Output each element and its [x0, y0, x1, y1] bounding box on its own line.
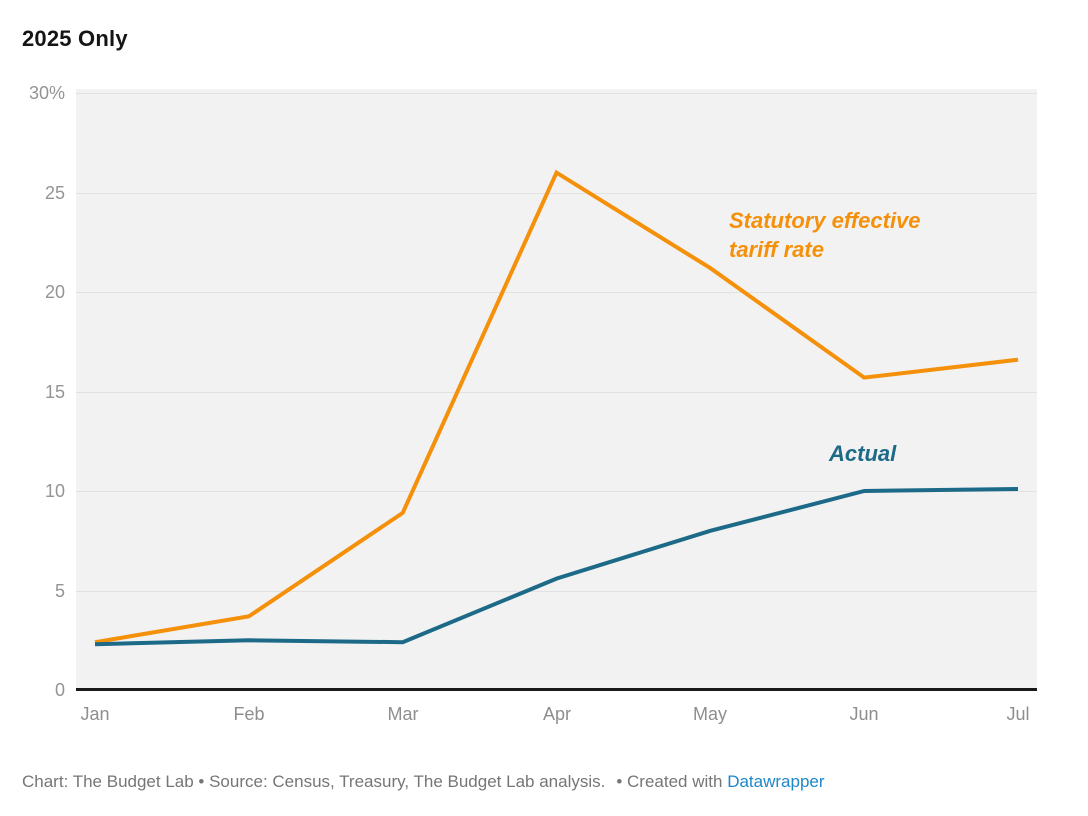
x-axis-line — [76, 688, 1037, 691]
gridline-20 — [76, 292, 1037, 293]
created-with-text: • Created with — [616, 772, 723, 791]
y-tick-label-30: 30% — [28, 83, 65, 103]
x-tick-label-mar: Mar — [387, 704, 419, 724]
series-label-statutory-effective-tariff-rate: Statutory effective tariff rate — [729, 208, 921, 262]
x-tick-label-jul: Jul — [1006, 704, 1030, 724]
y-tick-label-5: 5 — [54, 581, 65, 601]
chart-title: 2025 Only — [22, 26, 128, 51]
line-actual — [94, 487, 1019, 647]
plot-area — [76, 89, 1037, 690]
line-statutory-effective-tariff-rate — [94, 169, 1019, 645]
gridline-5 — [76, 591, 1037, 592]
gridline-30 — [76, 93, 1037, 94]
y-tick-label-10: 10 — [44, 481, 65, 501]
y-tick-label-25: 25 — [44, 183, 65, 203]
gridline-25 — [76, 193, 1037, 194]
x-tick-label-apr: Apr — [542, 704, 571, 724]
credit-text: Chart: The Budget Lab • Source: Census, … — [22, 772, 606, 791]
series-label-actual: Actual — [829, 441, 897, 466]
datawrapper-link[interactable]: Datawrapper — [727, 772, 825, 791]
x-tick-label-jan: Jan — [80, 704, 110, 724]
x-tick-label-feb: Feb — [233, 704, 265, 724]
series-lines-layer — [94, 169, 1019, 647]
footer-credits: Chart: The Budget Lab • Source: Census, … — [22, 772, 825, 792]
x-tick-label-jun: Jun — [849, 704, 879, 724]
y-tick-label-0: 0 — [54, 680, 65, 700]
gridline-15 — [76, 392, 1037, 393]
y-tick-label-15: 15 — [44, 382, 65, 402]
gridline-10 — [76, 491, 1037, 492]
x-tick-label-may: May — [692, 704, 727, 724]
y-tick-label-20: 20 — [44, 282, 65, 302]
